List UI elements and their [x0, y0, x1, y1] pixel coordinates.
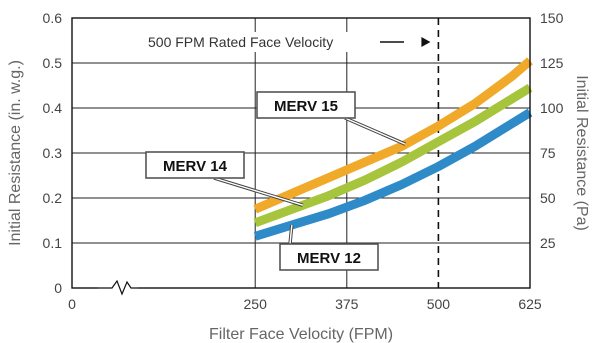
y-right-tick-label: 125 [540, 55, 564, 71]
x-tick-label: 250 [244, 296, 268, 312]
series-line-merv-14 [253, 83, 533, 228]
y-left-tick-label: 0 [54, 280, 62, 296]
callout-box [279, 243, 379, 271]
x-tick-label: 375 [335, 296, 359, 312]
y-left-tick-label: 0.6 [43, 10, 63, 26]
tick-labels: 0 0.1 0.2 0.3 0.4 0.5 0.6 25 50 75 100 125 150 0 250 37… [43, 10, 564, 312]
series-line-merv-12 [253, 108, 533, 241]
annotation-arrow-head [421, 37, 431, 47]
x-tick-label: 625 [518, 296, 542, 312]
y-axis-left-title: Initial Resistance (in. w.g.) [7, 60, 24, 246]
y-left-tick-label: 0.1 [43, 235, 63, 251]
x-tick-label: 500 [427, 296, 451, 312]
x-axis-title: Filter Face Velocity (FPM) [209, 326, 393, 343]
callout-box [256, 91, 356, 119]
callout-leader [344, 117, 406, 145]
y-left-tick-label: 0.3 [43, 145, 63, 161]
y-left-tick-label: 0.5 [43, 55, 63, 71]
y-axis-right-title: Initial Resistance (Pa) [573, 75, 590, 231]
series-line-merv-15 [253, 57, 533, 214]
callout-leader [289, 224, 293, 245]
y-right-tick-label: 25 [540, 235, 556, 251]
y-right-tick-label: 50 [540, 190, 556, 206]
rated-velocity-label: 500 FPM Rated Face Velocity [148, 34, 333, 50]
y-right-tick-label: 150 [540, 10, 564, 26]
axis-titles: Filter Face Velocity (FPM) Initial Resis… [7, 60, 590, 343]
callout-leader [213, 177, 304, 206]
y-right-tick-label: 75 [540, 145, 556, 161]
reference-line-group: 500 FPM Rated Face Velocity [142, 18, 440, 288]
callout-label: MERV 15 [274, 98, 338, 115]
callout-label: MERV 14 [163, 158, 228, 175]
y-left-tick-label: 0.4 [43, 100, 63, 116]
axis-break-gap [98, 285, 138, 291]
y-left-tick-label: 0.2 [43, 190, 63, 206]
series-group [253, 57, 533, 241]
plot-frame [71, 17, 531, 296]
y-right-tick-label: 100 [540, 100, 564, 116]
annotation-background [142, 32, 414, 52]
axis-break-icon [98, 279, 138, 296]
callout-label: MERV 12 [297, 250, 361, 267]
callouts: MERV 15 MERV 14 MERV 12 [145, 91, 407, 271]
x-tick-label: 0 [68, 296, 76, 312]
plot-border [71, 17, 531, 289]
callout-box [145, 151, 245, 179]
